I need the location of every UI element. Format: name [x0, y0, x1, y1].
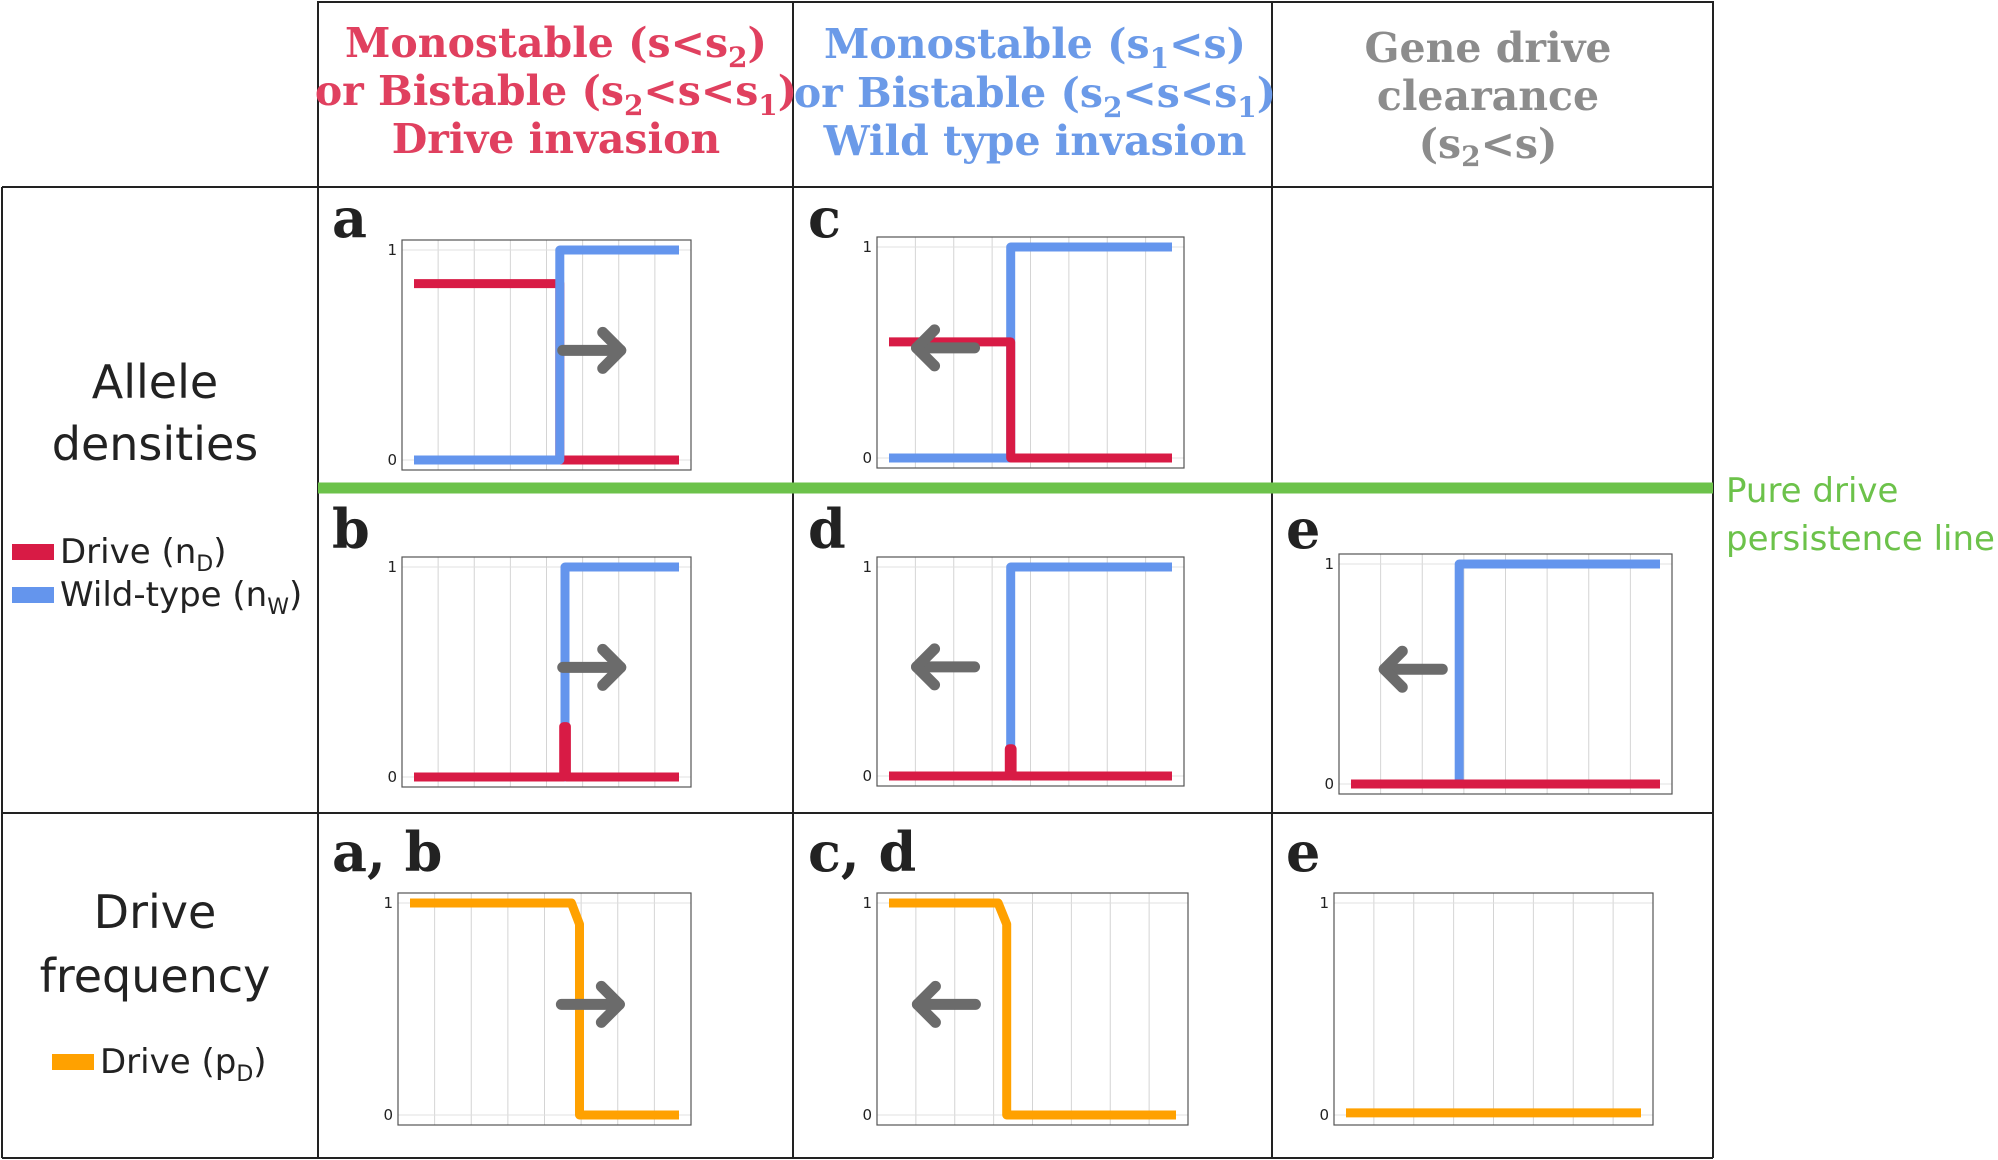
row-label-allele-line2: densities — [52, 417, 258, 471]
column-header-drive-invasion: Monostable (s<s2) or Bistable (s2<s<s1) … — [315, 19, 797, 163]
header-col1-line2: or Bistable (s2<s<s1) — [315, 67, 797, 122]
tick-label-0: 0 — [1324, 775, 1334, 793]
series-freq — [410, 898, 679, 1120]
tick-label-1: 1 — [862, 894, 872, 912]
chart-frame — [876, 892, 1189, 1126]
legend-label-drive: Drive (nD) — [60, 532, 226, 577]
tick-label-1: 1 — [862, 238, 872, 256]
panel-label-e: e — [1286, 497, 1320, 561]
panel-label-b: b — [332, 497, 370, 561]
series-drive — [414, 722, 679, 782]
arrow-left-icon — [1378, 645, 1448, 693]
legend-label-wild: Wild-type (nW) — [60, 575, 302, 620]
header-col3-line2: clearance — [1377, 72, 1599, 120]
legend-swatch-wild — [12, 587, 54, 603]
panel-label-d: d — [808, 497, 846, 561]
header-col2-line3: Wild type invasion — [823, 117, 1247, 165]
arrow-head — [597, 643, 627, 691]
row-label-allele-line1: Allele — [92, 355, 218, 409]
chart-frame — [1333, 892, 1654, 1126]
arrow-head — [911, 324, 941, 372]
chart-frame — [397, 892, 692, 1126]
chart-b: 10 — [387, 556, 692, 788]
chart-frame — [876, 236, 1185, 469]
arrow-head — [1378, 645, 1408, 693]
arrow-head — [597, 326, 627, 374]
tick-label-0: 0 — [862, 449, 872, 467]
chart-ab: 10 — [383, 892, 692, 1126]
panel-label-e2: e — [1286, 820, 1320, 884]
tick-label-1: 1 — [1324, 555, 1334, 573]
arrow-left-icon — [911, 324, 981, 372]
tick-label-0: 0 — [862, 1106, 872, 1124]
chart-a: 10 — [387, 239, 692, 471]
tick-label-0: 0 — [1319, 1106, 1329, 1124]
header-col2-line2: or Bistable (s2<s<s1) — [794, 69, 1276, 124]
persistence-line-label-1: Pure drive — [1726, 471, 1898, 511]
tick-label-1: 1 — [862, 558, 872, 576]
arrow-head — [911, 980, 941, 1028]
series-drive — [889, 337, 1172, 463]
persistence-line-label-2: persistence line — [1726, 519, 1995, 559]
chart-e: 10 — [1324, 553, 1673, 795]
tick-label-1: 1 — [387, 241, 397, 259]
panel-label-ab: a, b — [332, 820, 442, 884]
panel-label-c: c — [808, 186, 841, 250]
series-freq — [889, 898, 1176, 1120]
arrow-left-icon — [911, 980, 981, 1028]
chart-frame — [401, 239, 692, 471]
legend-swatch-drive — [12, 544, 54, 560]
chart-e2: 10 — [1319, 892, 1654, 1126]
tick-label-1: 1 — [1319, 894, 1329, 912]
tick-label-1: 1 — [383, 894, 393, 912]
arrow-right-icon — [555, 980, 625, 1028]
tick-label-0: 0 — [387, 768, 397, 786]
arrow-head — [911, 643, 941, 691]
tick-label-0: 0 — [862, 767, 872, 785]
header-col1-line3: Drive invasion — [392, 115, 721, 163]
series-drive — [889, 744, 1172, 781]
chart-cd: 10 — [862, 892, 1189, 1126]
header-col3-line3: (s2<s) — [1419, 120, 1558, 173]
legend: Drive (nD) Wild-type (nW) Drive (pD) — [12, 532, 302, 1087]
chart-c: 10 — [862, 236, 1185, 469]
arrow-right-icon — [557, 326, 627, 374]
panel-label-a: a — [332, 186, 367, 250]
tick-label-0: 0 — [383, 1106, 393, 1124]
header-col3-line1: Gene drive — [1364, 24, 1611, 72]
chart-frame — [876, 556, 1185, 787]
chart-frame — [401, 556, 692, 788]
tick-label-0: 0 — [387, 451, 397, 469]
chart-frame — [1338, 553, 1673, 795]
chart-d: 10 — [862, 556, 1185, 787]
header-col2-line1: Monostable (s1<s) — [824, 20, 1246, 75]
header-col1-line1: Monostable (s<s2) — [345, 19, 767, 74]
arrow-head — [595, 980, 625, 1028]
column-header-gene-drive-clearance: Gene drive clearance (s2<s) — [1364, 24, 1611, 173]
row-label-freq-line1: Drive — [94, 885, 217, 939]
table-grid — [1, 1, 1714, 1159]
column-header-wild-type-invasion: Monostable (s1<s) or Bistable (s2<s<s1) … — [794, 20, 1276, 165]
panel-label-cd: c, d — [808, 820, 916, 884]
tick-label-1: 1 — [387, 558, 397, 576]
legend-swatch-freq — [52, 1054, 94, 1070]
arrow-left-icon — [911, 643, 981, 691]
legend-label-freq: Drive (pD) — [100, 1042, 267, 1087]
row-label-freq-line2: frequency — [40, 949, 271, 1003]
arrow-right-icon — [557, 643, 627, 691]
